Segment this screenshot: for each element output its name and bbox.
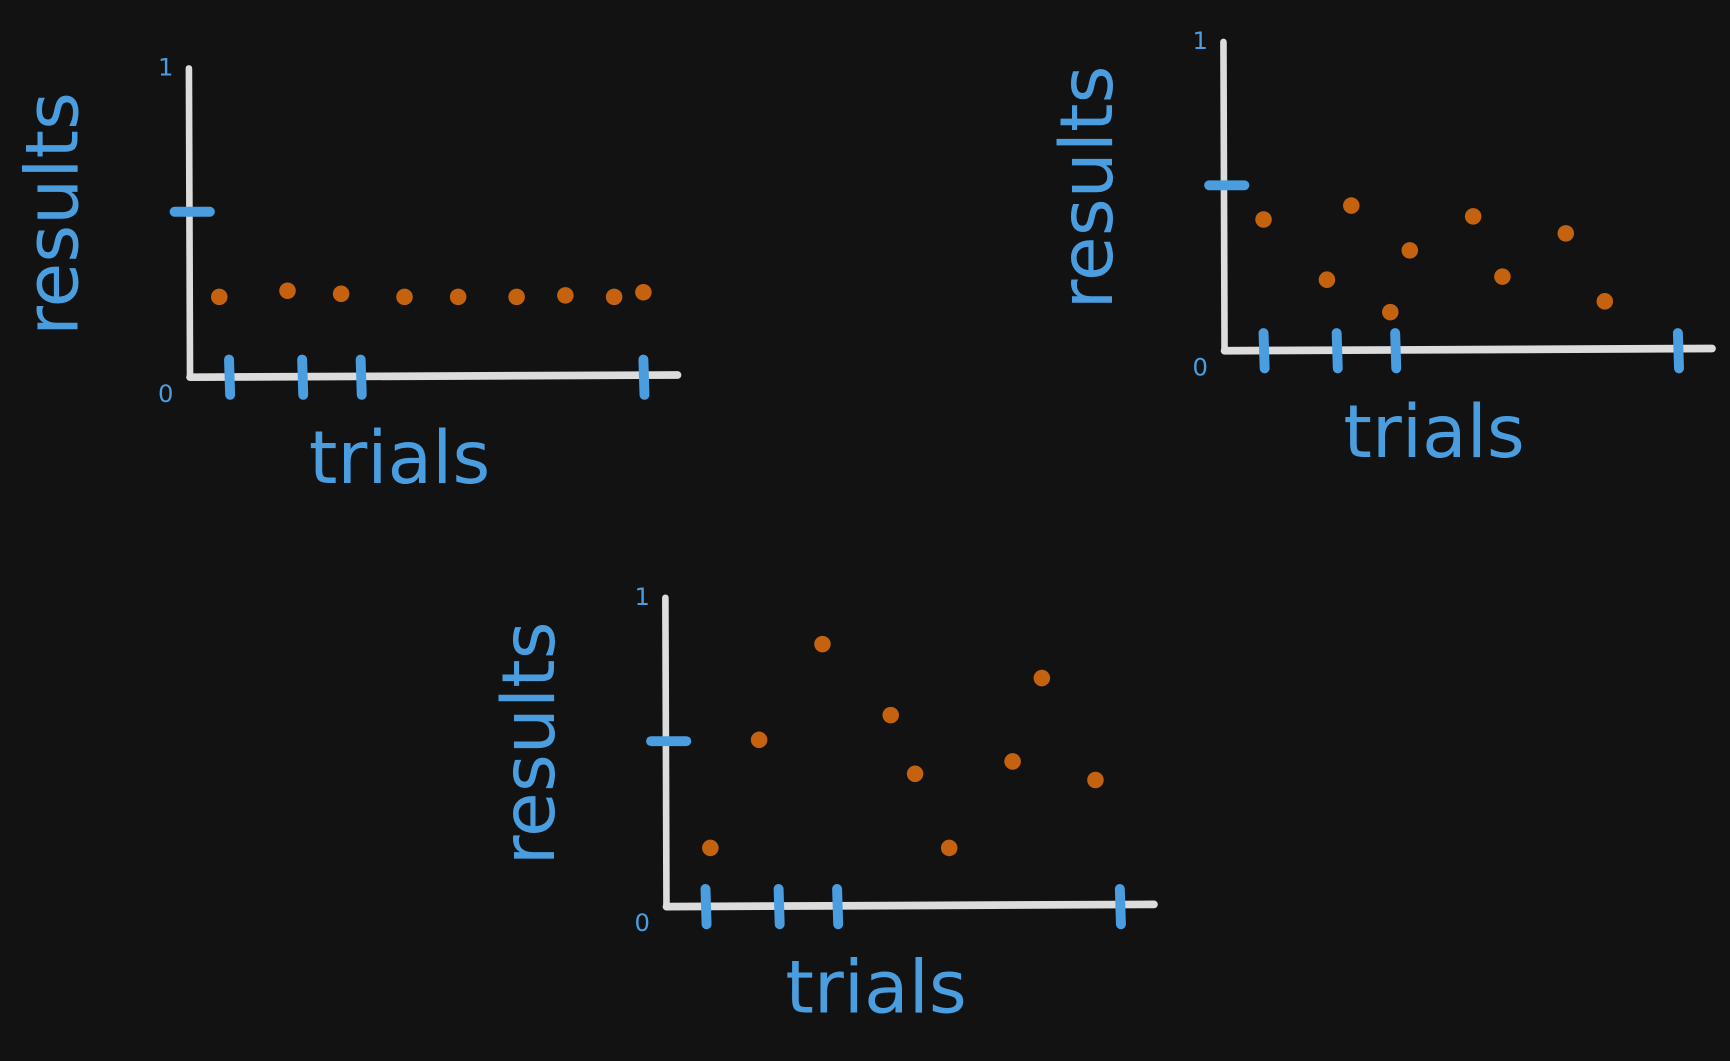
x-tick: [638, 354, 650, 400]
y-tick-label: 1: [1193, 26, 1208, 55]
point: [940, 839, 958, 857]
x-axis-label: trials: [309, 416, 490, 501]
x-tick: [297, 354, 309, 400]
point: [1343, 197, 1360, 214]
point: [702, 839, 719, 857]
y-tick-label: 1: [158, 52, 173, 81]
y-axis-label: results: [11, 92, 96, 336]
y-axis-label: results: [487, 621, 572, 865]
y-tick-label: 0: [158, 379, 173, 408]
point: [1004, 753, 1021, 770]
x-tick: [1331, 328, 1343, 374]
x-tick: [1114, 883, 1126, 930]
point: [605, 288, 623, 306]
point: [750, 731, 768, 749]
point: [1494, 268, 1511, 285]
y-axis: [662, 594, 670, 910]
point: [882, 706, 899, 724]
x-axis: [662, 900, 1158, 911]
x-tick: [355, 354, 367, 400]
point: [210, 288, 228, 306]
point: [1464, 208, 1482, 225]
y-tick-label: 0: [1193, 352, 1208, 381]
x-tick: [773, 883, 785, 930]
point: [508, 288, 525, 306]
x-axis: [186, 371, 682, 382]
y-tick-label: 1: [634, 582, 649, 611]
x-tick: [832, 883, 844, 930]
y-tick-label: 0: [634, 908, 649, 937]
point: [1033, 669, 1051, 687]
point: [814, 635, 831, 653]
point: [396, 288, 413, 306]
point: [635, 283, 652, 301]
point: [557, 287, 574, 304]
point: [1557, 225, 1575, 242]
point: [1087, 771, 1104, 789]
point: [332, 285, 350, 303]
point: [1318, 271, 1336, 288]
point: [1255, 211, 1272, 228]
y-axis: [185, 65, 194, 381]
x-axis-label: trials: [1343, 390, 1524, 475]
point: [1401, 242, 1419, 259]
x-tick: [1672, 328, 1684, 374]
y-axis: [1220, 38, 1228, 355]
x-axis-label: trials: [785, 946, 966, 1031]
x-tick: [1390, 328, 1402, 374]
x-axis: [1220, 344, 1716, 355]
point: [906, 765, 924, 783]
x-tick: [224, 354, 236, 400]
y-axis-label: results: [1045, 66, 1130, 310]
point: [279, 282, 296, 299]
point: [1596, 293, 1614, 310]
point: [1382, 303, 1399, 321]
x-tick: [700, 883, 712, 930]
x-tick: [1258, 328, 1270, 374]
point: [449, 288, 467, 306]
